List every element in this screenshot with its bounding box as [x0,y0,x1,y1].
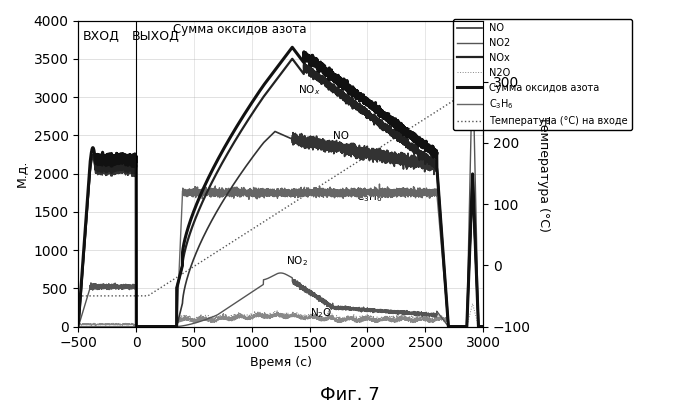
Text: Сумма оксидов азота: Сумма оксидов азота [173,23,307,36]
Text: C$_3$H$_6$: C$_3$H$_6$ [356,190,382,204]
Legend: NO, NO2, NOx, N2O, Сумма оксидов азота, C$_3$H$_6$, Температура (°С) на входе: NO, NO2, NOx, N2O, Сумма оксидов азота, … [454,19,632,130]
Text: N$_2$O: N$_2$O [310,307,332,320]
Text: NO$_2$: NO$_2$ [287,254,308,267]
Text: NO$_x$: NO$_x$ [298,83,320,97]
Text: Фиг. 7: Фиг. 7 [319,386,380,404]
Y-axis label: М.д.: М.д. [15,160,28,187]
X-axis label: Время (с): Время (с) [250,356,312,369]
Text: ВХОД: ВХОД [83,30,120,44]
Text: ВЫХОД: ВЫХОД [132,30,180,44]
Y-axis label: Температура (°C): Температура (°C) [537,116,550,231]
Text: NO: NO [333,131,349,141]
